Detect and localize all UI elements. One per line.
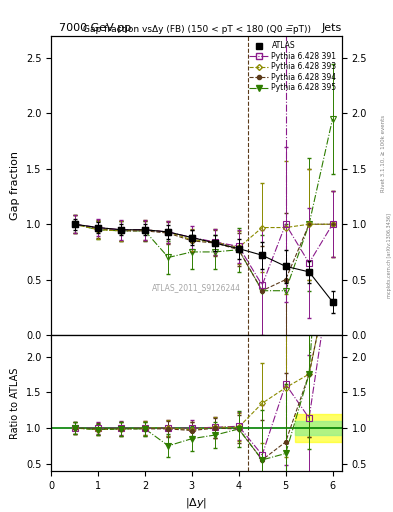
Pythia 6.428 393 — [166, 229, 171, 235]
Pythia 6.428 394 — [260, 288, 264, 294]
ATLAS — [283, 263, 288, 269]
Bar — [295, 421, 342, 435]
Pythia 6.428 393 — [189, 237, 194, 243]
X-axis label: $|\Delta y|$: $|\Delta y|$ — [185, 496, 208, 510]
ATLAS — [260, 252, 264, 259]
Pythia 6.428 395 — [283, 288, 288, 294]
Pythia 6.428 391 — [307, 260, 311, 266]
Pythia 6.428 394 — [143, 228, 147, 234]
Line: Pythia 6.428 393: Pythia 6.428 393 — [72, 222, 334, 249]
Pythia 6.428 393 — [236, 244, 241, 250]
Text: Rivet 3.1.10, ≥ 100k events: Rivet 3.1.10, ≥ 100k events — [381, 115, 386, 192]
Line: Pythia 6.428 391: Pythia 6.428 391 — [72, 222, 335, 288]
Pythia 6.428 391 — [283, 221, 288, 227]
Title: Gap fraction vsΔy (FB) (150 < pT < 180 (Q0 =̅pT)): Gap fraction vsΔy (FB) (150 < pT < 180 (… — [83, 25, 310, 34]
Pythia 6.428 394 — [119, 228, 124, 234]
Pythia 6.428 393 — [119, 228, 124, 234]
Pythia 6.428 391 — [72, 221, 77, 227]
ATLAS — [72, 221, 77, 227]
Pythia 6.428 393 — [213, 239, 218, 245]
Pythia 6.428 393 — [72, 221, 77, 227]
Pythia 6.428 393 — [143, 227, 147, 233]
ATLAS — [119, 227, 124, 233]
Pythia 6.428 393 — [307, 221, 311, 227]
ATLAS — [236, 246, 241, 252]
Pythia 6.428 394 — [189, 238, 194, 244]
Pythia 6.428 394 — [166, 230, 171, 236]
Legend: ATLAS, Pythia 6.428 391, Pythia 6.428 393, Pythia 6.428 394, Pythia 6.428 395: ATLAS, Pythia 6.428 391, Pythia 6.428 39… — [246, 38, 340, 95]
Pythia 6.428 393 — [330, 221, 335, 227]
Pythia 6.428 391 — [213, 239, 218, 245]
Pythia 6.428 391 — [143, 227, 147, 233]
Pythia 6.428 395 — [143, 228, 147, 234]
Pythia 6.428 393 — [283, 224, 288, 230]
Pythia 6.428 395 — [166, 254, 171, 261]
Line: Pythia 6.428 395: Pythia 6.428 395 — [72, 116, 335, 293]
Pythia 6.428 395 — [236, 247, 241, 253]
Text: ATLAS_2011_S9126244: ATLAS_2011_S9126244 — [152, 283, 241, 292]
Pythia 6.428 391 — [236, 243, 241, 249]
Pythia 6.428 394 — [307, 221, 311, 227]
ATLAS — [189, 234, 194, 241]
Pythia 6.428 395 — [189, 249, 194, 255]
Pythia 6.428 394 — [283, 276, 288, 283]
Pythia 6.428 395 — [119, 228, 124, 234]
Bar — [295, 414, 342, 442]
Pythia 6.428 391 — [119, 227, 124, 233]
Y-axis label: Ratio to ATLAS: Ratio to ATLAS — [11, 367, 20, 439]
Pythia 6.428 391 — [260, 282, 264, 288]
Pythia 6.428 395 — [330, 116, 335, 122]
Text: Jets: Jets — [321, 23, 342, 33]
ATLAS — [307, 269, 311, 275]
Pythia 6.428 395 — [213, 249, 218, 255]
ATLAS — [166, 229, 171, 235]
Pythia 6.428 395 — [307, 221, 311, 227]
Pythia 6.428 393 — [260, 224, 264, 230]
Text: mcplots.cern.ch [arXiv:1306.3436]: mcplots.cern.ch [arXiv:1306.3436] — [387, 214, 391, 298]
Pythia 6.428 394 — [236, 247, 241, 253]
Pythia 6.428 391 — [330, 221, 335, 227]
Pythia 6.428 395 — [260, 288, 264, 294]
Pythia 6.428 395 — [72, 221, 77, 227]
ATLAS — [95, 224, 100, 230]
Pythia 6.428 395 — [95, 227, 100, 233]
Pythia 6.428 394 — [95, 226, 100, 232]
Line: ATLAS: ATLAS — [71, 221, 336, 305]
Pythia 6.428 391 — [95, 224, 100, 230]
Pythia 6.428 391 — [166, 229, 171, 235]
ATLAS — [143, 227, 147, 233]
Pythia 6.428 393 — [95, 227, 100, 233]
Line: Pythia 6.428 394: Pythia 6.428 394 — [72, 222, 334, 293]
ATLAS — [330, 298, 335, 305]
Pythia 6.428 394 — [213, 240, 218, 246]
Pythia 6.428 394 — [330, 221, 335, 227]
Text: 7000 GeV pp: 7000 GeV pp — [59, 23, 131, 33]
Y-axis label: Gap fraction: Gap fraction — [10, 151, 20, 220]
Pythia 6.428 394 — [72, 221, 77, 227]
ATLAS — [213, 240, 218, 246]
Pythia 6.428 391 — [189, 234, 194, 241]
